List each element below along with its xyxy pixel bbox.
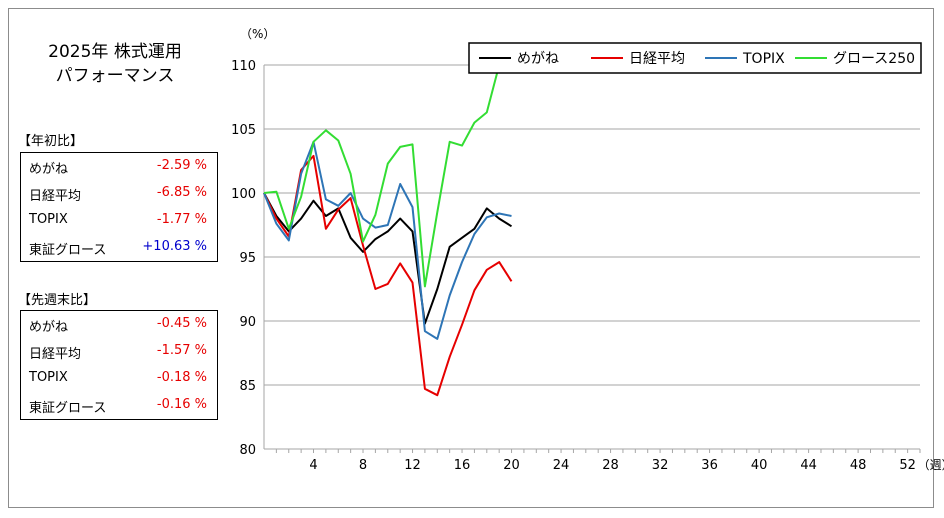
- ytd-row: めがね -2.59 %: [21, 153, 217, 180]
- series-line: [263, 154, 513, 397]
- y-tick-label: 95: [239, 251, 256, 266]
- x-tick-label: 16: [454, 458, 471, 473]
- ytd-label: 日経平均: [29, 189, 82, 204]
- legend-label: グロース250: [833, 51, 915, 67]
- ytd-row: 日経平均 -6.85 %: [21, 180, 217, 207]
- wow-row: 日経平均 -1.57 %: [21, 338, 217, 365]
- x-tick-label: 48: [850, 458, 867, 473]
- legend-label: TOPIX: [742, 51, 785, 67]
- wow-row: TOPIX -0.18 %: [21, 365, 217, 392]
- wow-row: 東証グロース -0.16 %: [21, 392, 217, 419]
- y-tick-label: 105: [231, 123, 256, 138]
- chart-series: [263, 64, 513, 397]
- chart-legend: めがね 日経平均 TOPIX グロース250: [468, 42, 922, 74]
- x-tick-label: 20: [503, 458, 520, 473]
- chart-grid: [264, 64, 920, 386]
- wow-value: -0.45 %: [156, 316, 207, 331]
- y-axis-label: （%）: [240, 27, 275, 41]
- ytd-label: めがね: [29, 162, 69, 177]
- y-tick-label: 80: [239, 443, 256, 458]
- series-line: [263, 64, 501, 288]
- x-tick-label: 8: [359, 458, 367, 473]
- wow-value: -1.57 %: [156, 343, 207, 358]
- y-tick-label: 110: [231, 59, 256, 74]
- wow-table: めがね -0.45 % 日経平均 -1.57 % TOPIX -0.18 % 東…: [20, 310, 218, 420]
- ytd-label: TOPIX: [29, 212, 68, 227]
- series-line: [263, 192, 513, 325]
- x-tick-label: 28: [602, 458, 619, 473]
- wow-label: 東証グロース: [29, 401, 107, 416]
- x-tick-label: 24: [553, 458, 570, 473]
- title-line-2: パフォーマンス: [55, 66, 175, 86]
- wow-label: 日経平均: [29, 347, 82, 362]
- x-tick-label: 12: [404, 458, 421, 473]
- wow-row: めがね -0.45 %: [21, 311, 217, 338]
- x-tick-label: 4: [309, 458, 317, 473]
- ytd-value: +10.63 %: [142, 239, 207, 254]
- title-line-1: 2025年 株式運用: [48, 42, 182, 62]
- ytd-value: -6.85 %: [156, 185, 207, 200]
- x-axis-label: （週）: [918, 458, 944, 472]
- wow-label: TOPIX: [29, 370, 68, 385]
- series-line: [263, 140, 512, 340]
- y-tick-label: 85: [239, 379, 256, 394]
- ytd-label: 東証グロース: [29, 243, 107, 258]
- wow-value: -0.18 %: [156, 370, 207, 385]
- ytd-value: -1.77 %: [156, 212, 207, 227]
- legend-label: めがね: [517, 51, 559, 67]
- ytd-row: 東証グロース +10.63 %: [21, 234, 217, 261]
- x-tick-label: 52: [899, 458, 916, 473]
- wow-value: -0.16 %: [156, 397, 207, 412]
- ytd-table: めがね -2.59 % 日経平均 -6.85 % TOPIX -1.77 % 東…: [20, 152, 218, 262]
- wow-label: めがね: [29, 320, 69, 335]
- y-tick-label: 100: [231, 187, 256, 202]
- ytd-header: 【年初比】: [18, 134, 84, 149]
- y-tick-label: 90: [239, 315, 256, 330]
- ytd-value: -2.59 %: [156, 158, 207, 173]
- x-tick-label: 40: [751, 458, 768, 473]
- legend-box: [468, 42, 922, 74]
- wow-header: 【先週末比】: [18, 293, 97, 308]
- x-tick-label: 32: [652, 458, 669, 473]
- x-tick-label: 44: [800, 458, 817, 473]
- x-tick-label: 36: [701, 458, 718, 473]
- page-title: 2025年 株式運用 パフォーマンス: [30, 40, 200, 88]
- legend-label: 日経平均: [629, 51, 685, 67]
- chart-frame: [8, 8, 934, 508]
- ytd-row: TOPIX -1.77 %: [21, 207, 217, 234]
